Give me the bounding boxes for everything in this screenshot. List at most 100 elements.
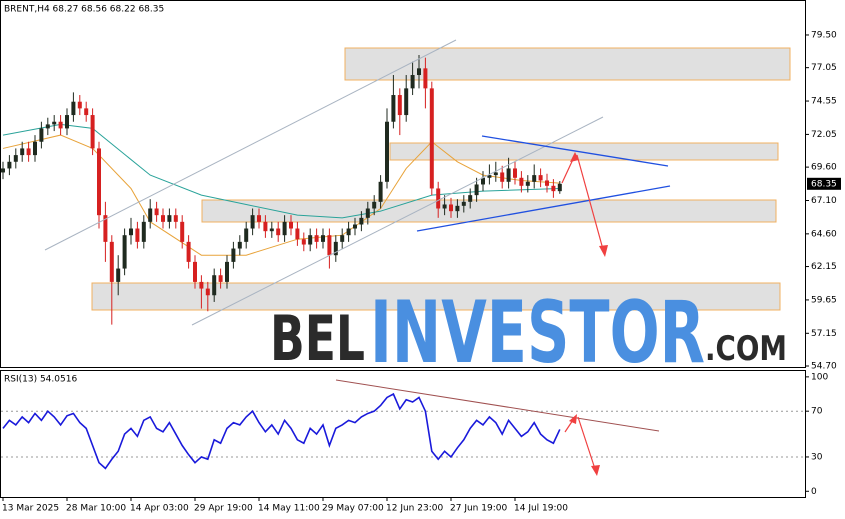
y-tick-label: 67.10 (811, 196, 837, 206)
candle-body (545, 180, 549, 186)
candle-body (321, 235, 325, 242)
candle-body (289, 221, 293, 229)
candle-body (365, 208, 370, 218)
candle-body (493, 172, 498, 176)
candle-body (97, 148, 101, 216)
watermark: BEL INVESTOR .COM (270, 283, 787, 383)
candle-body (423, 68, 428, 89)
last-price-label: 68.35 (811, 179, 837, 189)
y-tick-label: 79.50 (811, 30, 837, 40)
candle-body (340, 235, 345, 242)
y-tick-label: 72.05 (811, 130, 837, 140)
candle-body (103, 215, 108, 242)
y-tick-label: 30 (811, 452, 823, 462)
candle-body (167, 215, 172, 222)
candle-body (65, 115, 69, 129)
candle-body (442, 204, 447, 209)
candle-body (295, 228, 300, 240)
candle-body (276, 228, 281, 236)
candle-body (116, 268, 121, 282)
plot-layers (1, 54, 805, 470)
x-tick-label: 14 May 11:00 (258, 504, 320, 514)
candle-body (269, 228, 274, 232)
candle-body (122, 235, 127, 269)
candle-body (327, 235, 332, 256)
candle-body (353, 224, 357, 229)
last-price-box (807, 177, 841, 190)
candle-body (129, 228, 133, 236)
x-tick-label: 29 May 07:00 (322, 504, 384, 514)
candle-body (26, 148, 31, 156)
candle-body (199, 281, 204, 289)
candle-body (263, 221, 268, 232)
candle-body (109, 241, 114, 282)
arrow-head (569, 414, 577, 424)
candle-body (468, 195, 473, 202)
y-tick-label: 74.55 (811, 97, 837, 107)
channel-line (44, 39, 457, 251)
candle-body (551, 185, 556, 192)
watermark-text: INVESTOR (370, 283, 705, 383)
candle-body (404, 88, 409, 116)
candle-body (500, 172, 505, 182)
y-tick-label: 70 (811, 407, 823, 417)
y-tick-label: 100 (811, 372, 828, 382)
candle-body (301, 239, 306, 245)
candle-body (58, 121, 63, 129)
rsi-line (2, 392, 561, 470)
candle-body (212, 275, 217, 296)
rsi-pane-frame (0, 370, 806, 498)
candle-body (173, 215, 178, 222)
zone (201, 199, 777, 223)
candle-body (52, 121, 57, 125)
candle-body (225, 261, 229, 282)
candle-body (506, 168, 511, 182)
x-tick-label: 29 Apr 19:00 (194, 504, 253, 514)
candle-body (1, 168, 5, 173)
candle-body (218, 275, 223, 282)
rsi-title: RSI(13) 54.0516 (4, 375, 77, 385)
arrow-head (599, 245, 608, 257)
candle-body (154, 208, 159, 216)
price-pane-frame (0, 0, 806, 368)
candle-body (429, 88, 434, 189)
arrow (577, 416, 597, 473)
candle-body (193, 261, 197, 282)
arrow (576, 154, 605, 254)
y-tick-label: 0 (811, 487, 817, 497)
moving-average (2, 123, 560, 219)
candle-body (141, 221, 146, 242)
candle-body (282, 221, 287, 236)
candle-body (449, 204, 453, 212)
candle-body (77, 101, 82, 109)
candle-body (333, 241, 338, 256)
candle-body (250, 215, 255, 229)
candle-body (474, 184, 479, 196)
arrow-head (591, 465, 600, 476)
watermark-text: BEL (270, 302, 365, 375)
candle-body (372, 201, 377, 209)
candle-body (359, 217, 364, 225)
candle-body (417, 68, 421, 76)
candle-body (378, 181, 383, 202)
trend-line (335, 379, 660, 432)
candle-body (7, 161, 12, 169)
candle-body (71, 101, 76, 116)
candle-body (231, 248, 236, 262)
x-tick-label: 12 Jun 23:00 (386, 504, 443, 514)
candle-body (461, 201, 466, 206)
candle-body (538, 175, 543, 181)
y-tick-label: 62.15 (811, 262, 837, 272)
candle-body (135, 228, 140, 242)
candle-body (161, 215, 165, 222)
trend-line (481, 135, 669, 167)
candle-body (455, 205, 460, 212)
candle-body (557, 183, 562, 192)
candle-body (205, 288, 210, 296)
candle-body (237, 241, 242, 249)
candle-body (180, 221, 185, 242)
candle-body (314, 235, 319, 242)
candle-body (20, 148, 25, 156)
x-tick-label: 14 Apr 03:00 (130, 504, 189, 514)
